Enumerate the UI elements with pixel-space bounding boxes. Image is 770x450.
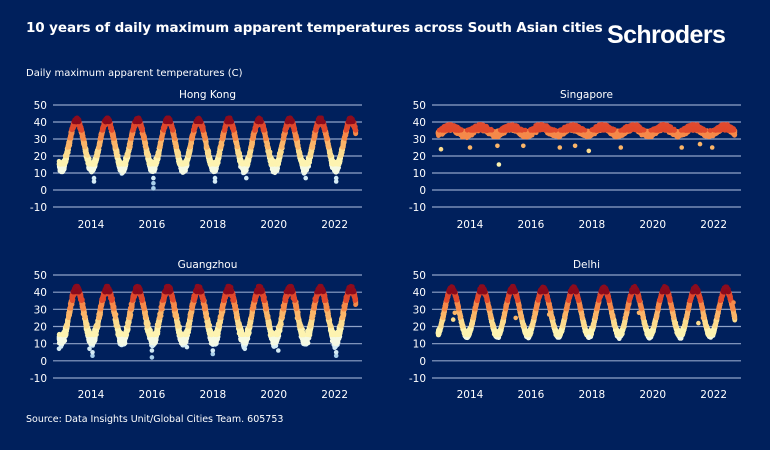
x-tick-label: 2016 [139,219,166,231]
x-tick-label: 2014 [78,219,105,231]
y-tick-label: 10 [34,168,47,180]
x-tick-label: 2022 [321,219,348,231]
small-multiples-chart: Hong Kong 50 40 30 20 10 0 -10 2014 2016 2018 2020 2… [0,0,770,450]
data-point [57,159,62,164]
y-tick-label: 50 [34,100,47,112]
y-tick-label: 0 [40,185,47,197]
y-tick-label: 40 [34,117,47,129]
panel-title: Hong Kong [179,89,236,101]
y-tick-label: 20 [34,151,47,163]
y-tick-label: -10 [30,202,47,214]
y-tick-label: 30 [34,134,47,146]
x-tick-label: 2020 [260,219,287,231]
data-points [57,116,359,191]
x-tick-label: 2018 [199,219,226,231]
panel-hong-kong: Hong Kong 50 40 30 20 10 0 -10 2014 2016 2018 2020 2… [30,89,362,231]
